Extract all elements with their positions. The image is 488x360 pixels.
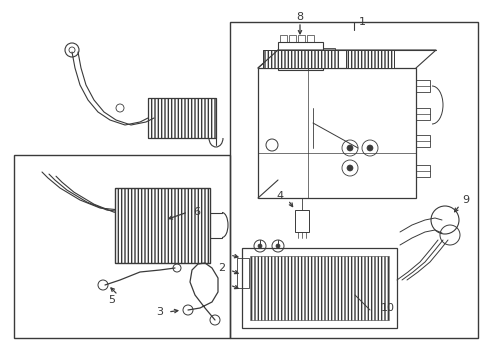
FancyBboxPatch shape [115,188,209,263]
FancyBboxPatch shape [263,50,337,68]
Text: 1: 1 [358,17,365,27]
Text: 3: 3 [156,307,163,317]
Text: 9: 9 [462,195,468,205]
Circle shape [366,145,372,151]
Circle shape [258,244,262,248]
Circle shape [275,244,280,248]
Text: 5: 5 [108,295,115,305]
Text: 10: 10 [380,303,394,313]
Circle shape [346,145,352,151]
Circle shape [346,165,352,171]
FancyBboxPatch shape [148,98,216,138]
Text: 8: 8 [296,12,303,22]
Text: 2: 2 [218,263,225,273]
Text: 6: 6 [193,207,200,217]
Text: 4: 4 [276,191,283,201]
FancyBboxPatch shape [249,256,388,320]
FancyBboxPatch shape [346,50,393,68]
